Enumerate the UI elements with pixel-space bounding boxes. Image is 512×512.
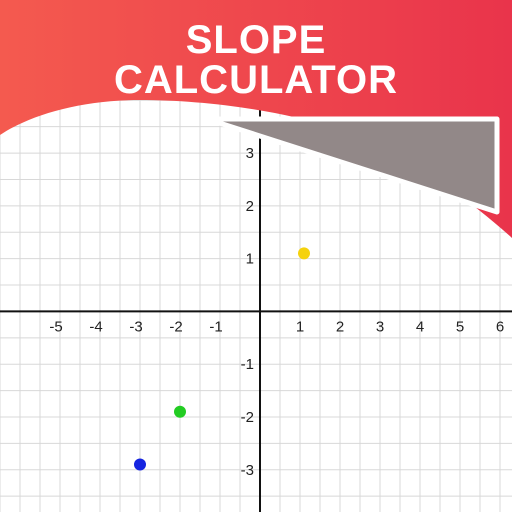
y-tick-label: -2 (241, 409, 254, 426)
x-tick-label: 3 (376, 318, 384, 335)
data-point (134, 458, 146, 471)
x-tick-label: -2 (169, 318, 182, 335)
x-tick-label: -3 (129, 318, 142, 335)
slope-triangle-icon (204, 116, 500, 215)
app-title-line-2: CALCULATOR (113, 58, 399, 102)
x-tick-label: -5 (49, 318, 62, 335)
x-tick-label: 1 (296, 318, 304, 335)
y-tick-label: 1 (246, 251, 254, 268)
banner-wave-shape (0, 0, 512, 238)
app-title-line-1: SLOPE (185, 18, 327, 62)
data-point (174, 405, 186, 418)
y-tick-label: -1 (241, 356, 254, 373)
y-tick-label: 3 (246, 145, 254, 162)
data-point (298, 247, 310, 260)
x-tick-label: 2 (336, 318, 344, 335)
x-tick-label: -4 (89, 318, 102, 335)
x-tick-label: -1 (209, 318, 222, 335)
y-tick-label: 2 (246, 198, 254, 215)
x-tick-label: 5 (456, 318, 464, 335)
x-tick-label: 6 (496, 318, 504, 335)
y-tick-label: -3 (241, 462, 254, 479)
x-tick-label: 4 (416, 318, 424, 335)
